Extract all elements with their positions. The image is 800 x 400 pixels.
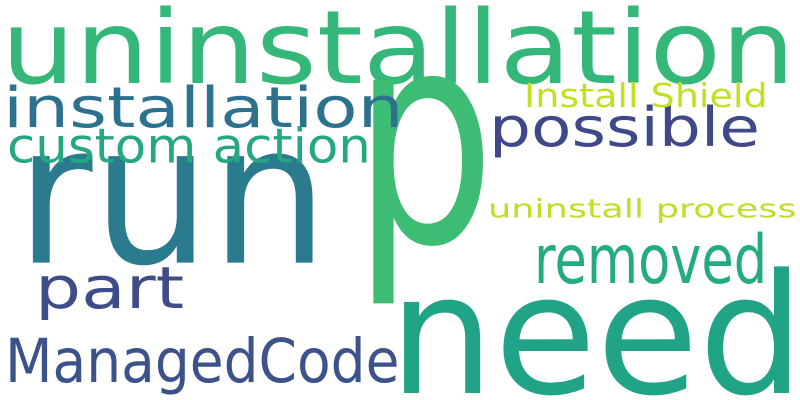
word-uninstallation: uninstallation [0, 0, 795, 108]
word-need: need [389, 237, 800, 400]
word-installation: installation [3, 75, 405, 141]
word-run: run [16, 80, 329, 309]
word-install-shield: Install Shield [523, 76, 768, 116]
word-managedcode: ManagedCode [5, 325, 400, 397]
word-uninstall-process: uninstall process [488, 193, 797, 224]
word-removed: removed [534, 220, 768, 300]
word-possible: possible [489, 95, 760, 160]
word-custom-action: custom action [7, 117, 372, 174]
word-part: part [35, 253, 185, 322]
word-p: p [352, 0, 496, 313]
